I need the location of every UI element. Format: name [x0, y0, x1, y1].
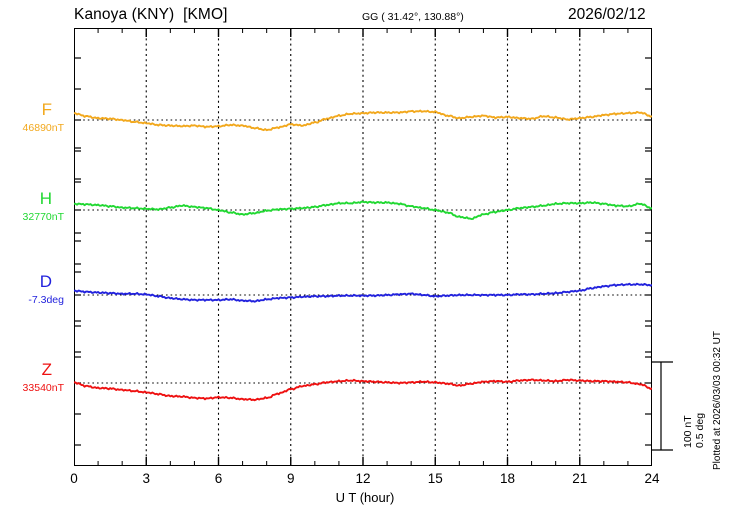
- plotted-at-timestamp: Plotted at 2026/03/03 00:32 UT: [712, 331, 723, 470]
- observation-date: 2026/02/12: [568, 6, 646, 23]
- scale-bar-caption: 100 nT 0.5 deg: [682, 412, 706, 448]
- trace-H: [74, 200, 652, 220]
- geographic-coordinates: GG ( 31.42°, 130.88°): [362, 11, 464, 23]
- trace-Z: [74, 378, 652, 402]
- x-tick-label-3: 3: [142, 471, 150, 486]
- x-axis-title: U T (hour): [335, 490, 395, 505]
- scale-bar-deg: 0.5 deg: [693, 412, 706, 448]
- component-baseline-H: 32770nT: [22, 211, 64, 223]
- x-tick-label-15: 15: [427, 471, 443, 486]
- trace-F: [74, 109, 652, 132]
- x-tick-label-12: 12: [355, 471, 371, 486]
- component-baseline-Z: 33540nT: [22, 382, 64, 394]
- component-baseline-F: 46890nT: [22, 122, 64, 134]
- trace-D: [74, 282, 652, 303]
- component-traces: [74, 109, 652, 402]
- x-tick-label-18: 18: [499, 471, 516, 486]
- amplitude-scale-bar: [651, 361, 673, 451]
- x-tick-label-24: 24: [644, 471, 660, 486]
- x-tick-label-21: 21: [572, 471, 588, 486]
- scale-bar-nt: 100 nT: [682, 415, 694, 448]
- y-axis-ticks: [74, 57, 652, 446]
- station-title: Kanoya (KNY) [KMO]: [74, 6, 228, 23]
- component-label-Z: Z: [41, 360, 52, 379]
- x-tick-label-6: 6: [214, 471, 223, 486]
- component-label-D: D: [39, 272, 52, 291]
- x-axis-ticks: [74, 28, 652, 466]
- vertical-gridlines: [145, 28, 581, 466]
- x-tick-label-9: 9: [286, 471, 295, 486]
- component-baseline-D: -7.3deg: [28, 294, 64, 306]
- component-label-H: H: [39, 189, 52, 208]
- magnetogram-plot-area: [74, 28, 652, 466]
- component-label-F: F: [41, 100, 52, 119]
- x-tick-label-0: 0: [70, 471, 78, 486]
